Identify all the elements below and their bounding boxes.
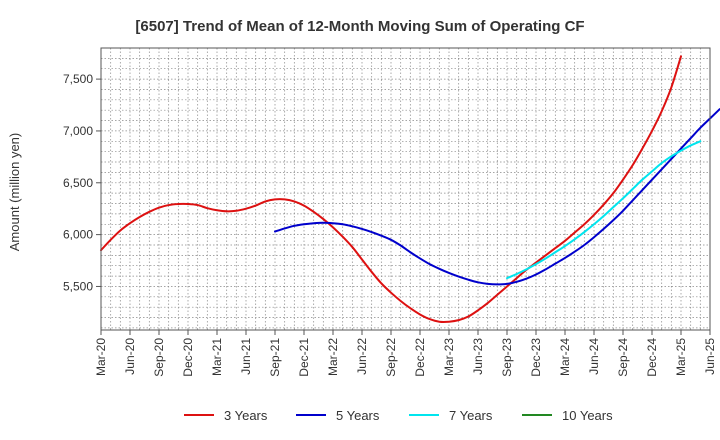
x-tick-label: Jun-24: [587, 338, 601, 375]
x-tick-label: Sep-24: [616, 338, 630, 377]
x-tick-label: Dec-22: [413, 338, 427, 377]
series-line-3-years: [100, 55, 682, 323]
x-tick-label: Mar-24: [558, 338, 572, 376]
legend-label-5-years: 5 Years: [336, 408, 380, 423]
x-tick-label: Sep-21: [268, 338, 282, 377]
x-axis-ticks: Mar-20 Jun-20 Sep-20 Dec-20 Mar-21 Jun-21 Sep-…: [94, 330, 717, 377]
x-tick-label: Dec-21: [297, 338, 311, 377]
x-tick-label: Mar-20: [94, 338, 108, 376]
grid: [101, 47, 710, 330]
x-tick-label: Jun-25: [703, 338, 717, 375]
plot-frame: [100, 47, 711, 331]
x-tick-label: Dec-23: [529, 338, 543, 377]
y-tick-label: 7,000: [63, 124, 93, 138]
legend-label-10-years: 10 Years: [562, 408, 613, 423]
y-axis-ticks: 5,500 6,000 6,500 7,000 7,500: [63, 72, 101, 293]
y-axis-label: Amount (million yen): [7, 133, 22, 252]
legend-label-3-years: 3 Years: [224, 408, 268, 423]
legend: 3 Years 5 Years 7 Years 10 Years: [184, 408, 613, 423]
x-tick-label: Dec-24: [645, 338, 659, 377]
x-tick-label: Jun-21: [239, 338, 253, 375]
x-tick-label: Mar-23: [442, 338, 456, 376]
y-tick-label: 7,500: [63, 72, 93, 86]
x-tick-label: Jun-23: [471, 338, 485, 375]
legend-label-7-years: 7 Years: [449, 408, 493, 423]
x-tick-label: Sep-22: [384, 338, 398, 377]
series-lines: [100, 55, 720, 323]
x-tick-label: Mar-21: [210, 338, 224, 376]
y-tick-label: 5,500: [63, 279, 93, 293]
y-tick-label: 6,500: [63, 176, 93, 190]
chart-title: [6507] Trend of Mean of 12-Month Moving …: [135, 18, 584, 35]
series-line-5-years: [274, 108, 720, 286]
x-tick-label: Dec-20: [181, 338, 195, 377]
x-tick-label: Mar-22: [326, 338, 340, 376]
y-tick-label: 6,000: [63, 228, 93, 242]
x-tick-label: Sep-20: [152, 338, 166, 377]
x-tick-label: Sep-23: [500, 338, 514, 377]
x-tick-label: Mar-25: [674, 338, 688, 376]
series-line-7-years: [506, 140, 702, 280]
x-tick-label: Jun-22: [355, 338, 369, 375]
x-tick-label: Jun-20: [123, 338, 137, 375]
